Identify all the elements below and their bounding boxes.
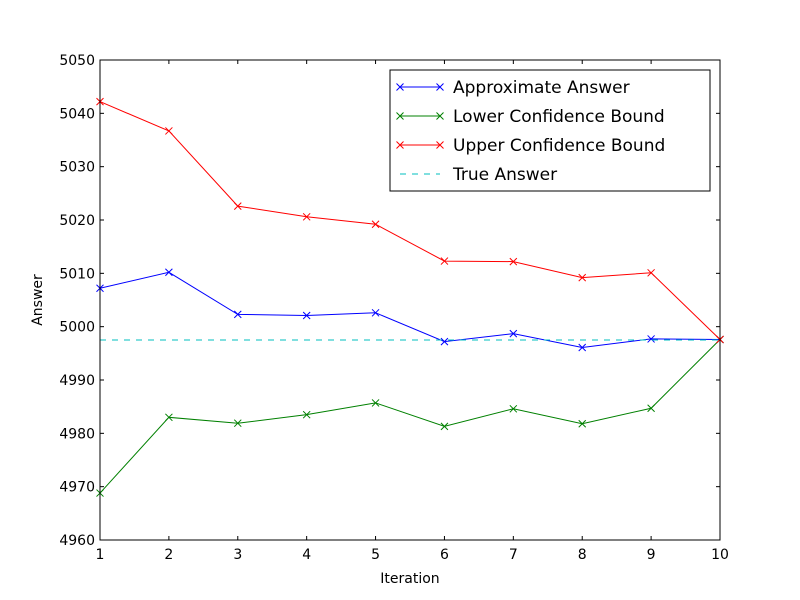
x-tick-label: 4 [302, 547, 311, 563]
data-point-marker [509, 257, 518, 266]
legend-label: Upper Confidence Bound [453, 136, 665, 156]
data-point-marker [371, 399, 380, 407]
data-point-marker [233, 202, 242, 210]
plot-frame [99, 59, 721, 541]
y-tick-label: 4990 [59, 373, 95, 389]
data-point-marker [302, 410, 311, 419]
data-point-marker [165, 268, 173, 277]
legend-marker [436, 112, 444, 120]
data-point-marker [509, 329, 518, 338]
data-point-marker [647, 268, 655, 277]
ticks-layer: 1 2 3 4 5 6 7 8 9 10 4960 4970 4980 4990 5000 5010 5020 5… [59, 53, 729, 563]
legend-marker [396, 112, 404, 120]
data-point-marker [578, 343, 587, 352]
x-tick-label: 1 [96, 547, 105, 563]
data-point-marker [165, 127, 173, 135]
data-point-marker [509, 404, 518, 413]
data-point-marker [302, 212, 311, 221]
data-point-marker [440, 337, 449, 346]
y-axis-label: Answer [30, 274, 46, 326]
x-tick-label: 8 [578, 547, 587, 563]
data-point-marker [302, 311, 311, 320]
data-point-marker [233, 310, 242, 319]
y-tick-label: 5040 [59, 106, 95, 122]
series-line-2 [99, 101, 721, 340]
series-layer [96, 97, 724, 497]
legend-marker [436, 141, 444, 149]
data-point-marker [165, 413, 173, 422]
y-tick-label: 5030 [59, 160, 95, 176]
series-line-1 [99, 339, 721, 494]
x-tick-label: 5 [371, 547, 380, 563]
legend-marker [396, 141, 404, 149]
legend-label: Approximate Answer [453, 78, 630, 98]
data-point-marker [578, 419, 587, 428]
x-tick-label: 2 [164, 547, 173, 563]
data-point-marker [233, 419, 242, 428]
legend: Approximate Answer Lower Confidence Bound… [389, 69, 711, 192]
y-tick-label: 4980 [59, 426, 95, 442]
legend-marker [436, 83, 444, 91]
y-tick-label: 5050 [59, 53, 95, 69]
series-line-0 [99, 271, 721, 348]
data-point-marker [578, 273, 587, 282]
data-point-marker [440, 257, 449, 265]
x-tick-label: 7 [509, 547, 518, 563]
legend-marker [396, 83, 404, 91]
data-point-marker [371, 308, 380, 317]
x-tick-label: 3 [233, 547, 242, 563]
y-tick-label: 5000 [59, 320, 95, 336]
x-tick-label: 10 [711, 547, 729, 563]
data-point-marker [371, 220, 380, 229]
data-point-marker [647, 335, 655, 343]
y-tick-label: 5020 [59, 213, 95, 229]
data-point-marker [440, 422, 449, 431]
data-point-marker [647, 404, 655, 413]
y-tick-label: 5010 [59, 266, 95, 282]
legend-label: True Answer [452, 165, 557, 185]
x-tick-label: 9 [647, 547, 656, 563]
x-axis-label: Iteration [380, 571, 439, 587]
y-tick-label: 4970 [59, 480, 95, 496]
legend-label: Lower Confidence Bound [453, 107, 665, 127]
x-tick-label: 6 [440, 547, 449, 563]
y-tick-label: 4960 [59, 533, 95, 549]
